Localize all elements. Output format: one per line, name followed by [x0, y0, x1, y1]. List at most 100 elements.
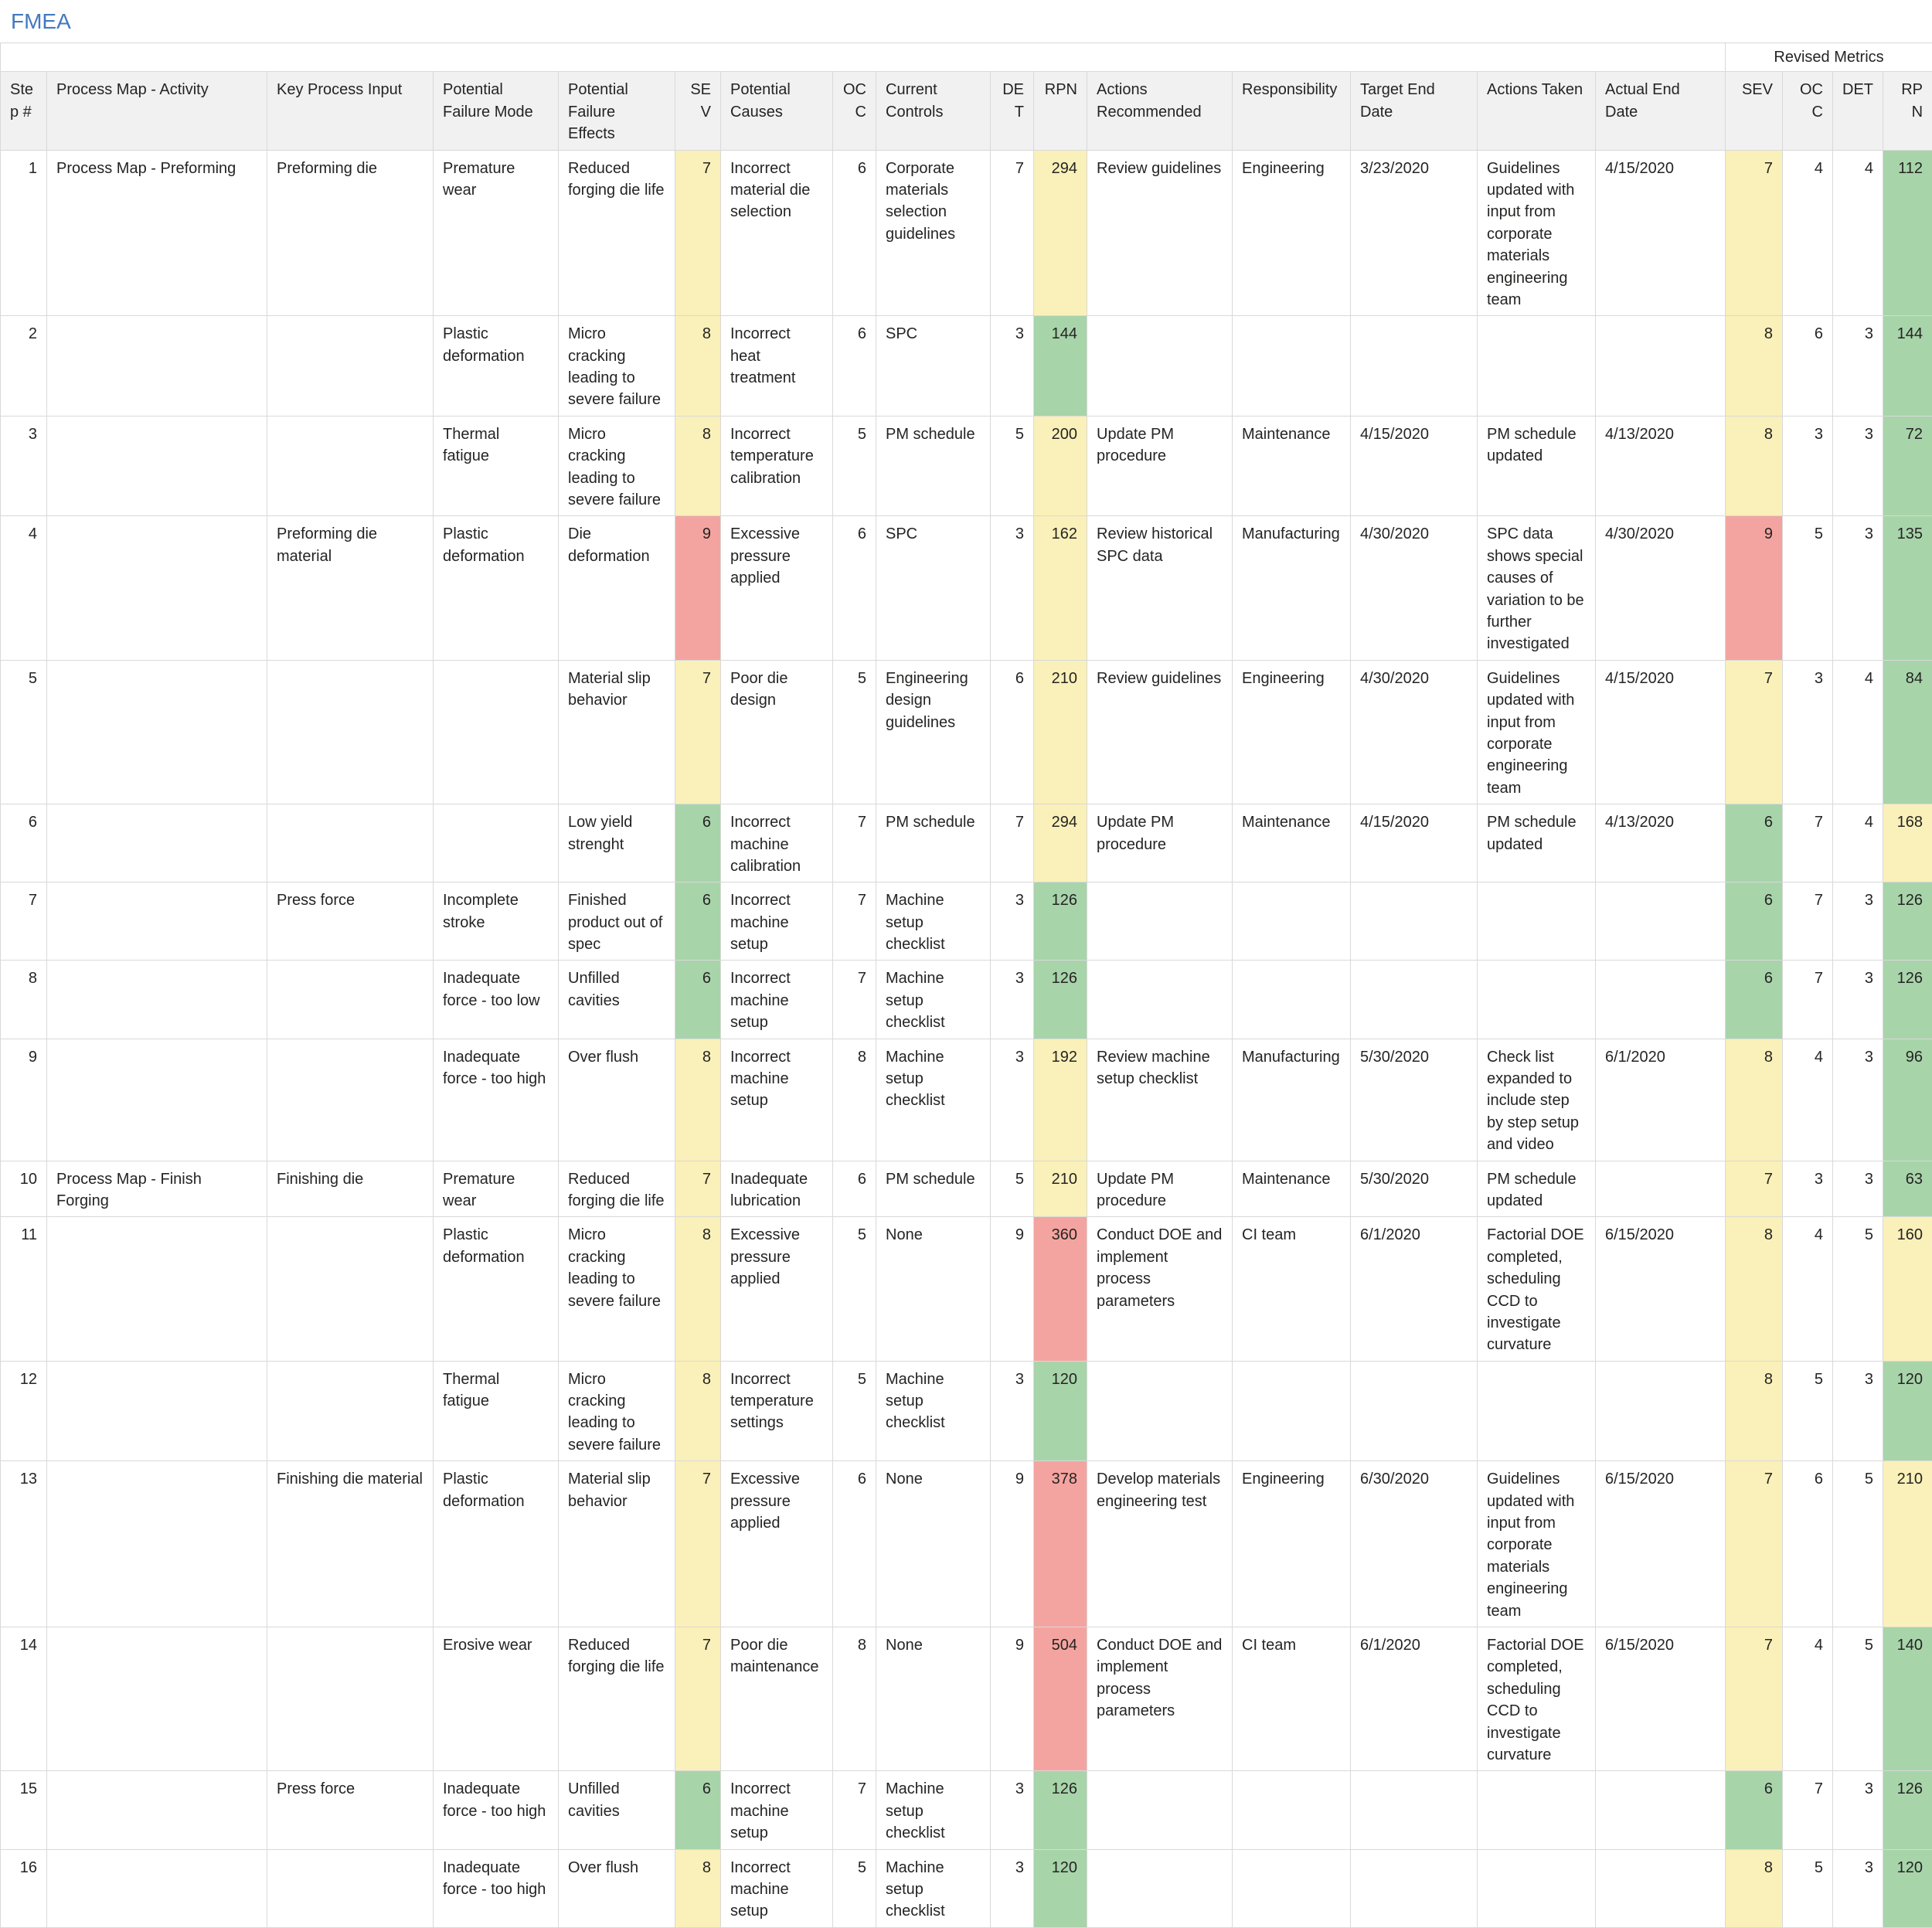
- cell-rpn: 360: [1034, 1217, 1087, 1361]
- cell-causes: Incorrect temperature settings: [721, 1361, 833, 1461]
- column-header-failure_mode[interactable]: Potential Failure Mode: [434, 72, 559, 150]
- column-header-occ[interactable]: OCC: [833, 72, 876, 150]
- cell-key_input: Preforming die material: [267, 516, 434, 660]
- cell-key_input: [267, 961, 434, 1039]
- cell-step: 10: [1, 1161, 47, 1217]
- cell-actions_recommended: Update PM procedure: [1087, 1161, 1233, 1217]
- cell-r_sev: 8: [1726, 1217, 1783, 1361]
- cell-det: 3: [991, 1361, 1034, 1461]
- cell-failure_effects: Micro cracking leading to severe failure: [559, 416, 675, 516]
- cell-responsibility: Engineering: [1233, 1461, 1351, 1627]
- cell-failure_mode: Inadequate force - too high: [434, 1039, 559, 1161]
- cell-target_end_date: 4/30/2020: [1351, 516, 1478, 660]
- cell-r_sev: 7: [1726, 660, 1783, 804]
- cell-r_occ: 3: [1783, 416, 1833, 516]
- column-header-actions_recommended[interactable]: Actions Recommended: [1087, 72, 1233, 150]
- cell-occ: 5: [833, 1361, 876, 1461]
- cell-r_det: 3: [1833, 1161, 1883, 1217]
- cell-target_end_date: 6/30/2020: [1351, 1461, 1478, 1627]
- cell-actions_taken: [1478, 316, 1596, 417]
- cell-failure_effects: Low yield strenght: [559, 804, 675, 882]
- cell-det: 5: [991, 416, 1034, 516]
- cell-actions_taken: Factorial DOE completed, scheduling CCD …: [1478, 1217, 1596, 1361]
- page-title: FMEA: [0, 0, 1932, 43]
- cell-r_det: 4: [1833, 660, 1883, 804]
- cell-actual_end_date: 4/15/2020: [1596, 660, 1726, 804]
- column-header-step[interactable]: Step #: [1, 72, 47, 150]
- column-header-sev[interactable]: SEV: [675, 72, 721, 150]
- column-header-r_det[interactable]: DET: [1833, 72, 1883, 150]
- cell-responsibility: [1233, 961, 1351, 1039]
- cell-det: 3: [991, 882, 1034, 961]
- cell-det: 9: [991, 1217, 1034, 1361]
- cell-sev: 6: [675, 804, 721, 882]
- cell-controls: Engineering design guidelines: [876, 660, 991, 804]
- column-header-rpn[interactable]: RPN: [1034, 72, 1087, 150]
- cell-causes: Poor die design: [721, 660, 833, 804]
- column-header-r_rpn[interactable]: RPN: [1883, 72, 1932, 150]
- cell-responsibility: CI team: [1233, 1627, 1351, 1771]
- cell-activity: [47, 1771, 267, 1849]
- column-header-r_occ[interactable]: OCC: [1783, 72, 1833, 150]
- cell-actual_end_date: 4/13/2020: [1596, 416, 1726, 516]
- cell-target_end_date: 4/15/2020: [1351, 804, 1478, 882]
- column-header-target_end_date[interactable]: Target End Date: [1351, 72, 1478, 150]
- cell-activity: [47, 516, 267, 660]
- cell-causes: Incorrect material die selection: [721, 150, 833, 316]
- cell-r_occ: 4: [1783, 150, 1833, 316]
- cell-rpn: 210: [1034, 660, 1087, 804]
- cell-activity: [47, 804, 267, 882]
- cell-causes: Poor die maintenance: [721, 1627, 833, 1771]
- cell-target_end_date: 5/30/2020: [1351, 1039, 1478, 1161]
- cell-r_rpn: 63: [1883, 1161, 1932, 1217]
- cell-activity: [47, 1849, 267, 1927]
- cell-failure_mode: Inadequate force - too high: [434, 1849, 559, 1927]
- cell-sev: 6: [675, 1771, 721, 1849]
- cell-r_sev: 9: [1726, 516, 1783, 660]
- cell-controls: Machine setup checklist: [876, 882, 991, 961]
- cell-key_input: [267, 1361, 434, 1461]
- column-header-activity[interactable]: Process Map - Activity: [47, 72, 267, 150]
- cell-rpn: 294: [1034, 804, 1087, 882]
- column-header-actions_taken[interactable]: Actions Taken: [1478, 72, 1596, 150]
- cell-sev: 6: [675, 882, 721, 961]
- column-header-det[interactable]: DET: [991, 72, 1034, 150]
- column-header-key_input[interactable]: Key Process Input: [267, 72, 434, 150]
- cell-r_det: 3: [1833, 882, 1883, 961]
- cell-det: 9: [991, 1461, 1034, 1627]
- cell-occ: 8: [833, 1039, 876, 1161]
- column-header-actual_end_date[interactable]: Actual End Date: [1596, 72, 1726, 150]
- cell-failure_effects: Micro cracking leading to severe failure: [559, 316, 675, 417]
- cell-failure_effects: Over flush: [559, 1849, 675, 1927]
- cell-step: 11: [1, 1217, 47, 1361]
- cell-r_det: 3: [1833, 1361, 1883, 1461]
- cell-actions_recommended: Review historical SPC data: [1087, 516, 1233, 660]
- cell-responsibility: Manufacturing: [1233, 1039, 1351, 1161]
- cell-r_rpn: 112: [1883, 150, 1932, 316]
- cell-r_det: 4: [1833, 150, 1883, 316]
- cell-actions_taken: [1478, 1771, 1596, 1849]
- column-header-causes[interactable]: Potential Causes: [721, 72, 833, 150]
- cell-key_input: Preforming die: [267, 150, 434, 316]
- cell-r_det: 3: [1833, 316, 1883, 417]
- cell-actions_taken: [1478, 961, 1596, 1039]
- cell-activity: [47, 961, 267, 1039]
- cell-r_occ: 5: [1783, 516, 1833, 660]
- cell-r_sev: 7: [1726, 1461, 1783, 1627]
- cell-sev: 8: [675, 1361, 721, 1461]
- column-header-failure_effects[interactable]: Potential Failure Effects: [559, 72, 675, 150]
- cell-failure_mode: Plastic deformation: [434, 1217, 559, 1361]
- cell-occ: 5: [833, 1849, 876, 1927]
- column-header-r_sev[interactable]: SEV: [1726, 72, 1783, 150]
- cell-r_sev: 8: [1726, 1039, 1783, 1161]
- column-header-controls[interactable]: Current Controls: [876, 72, 991, 150]
- cell-actual_end_date: 4/30/2020: [1596, 516, 1726, 660]
- column-header-responsibility[interactable]: Responsibility: [1233, 72, 1351, 150]
- cell-failure_mode: Thermal fatigue: [434, 416, 559, 516]
- cell-actual_end_date: 6/15/2020: [1596, 1627, 1726, 1771]
- cell-det: 5: [991, 1161, 1034, 1217]
- cell-target_end_date: [1351, 1361, 1478, 1461]
- cell-actual_end_date: 4/15/2020: [1596, 150, 1726, 316]
